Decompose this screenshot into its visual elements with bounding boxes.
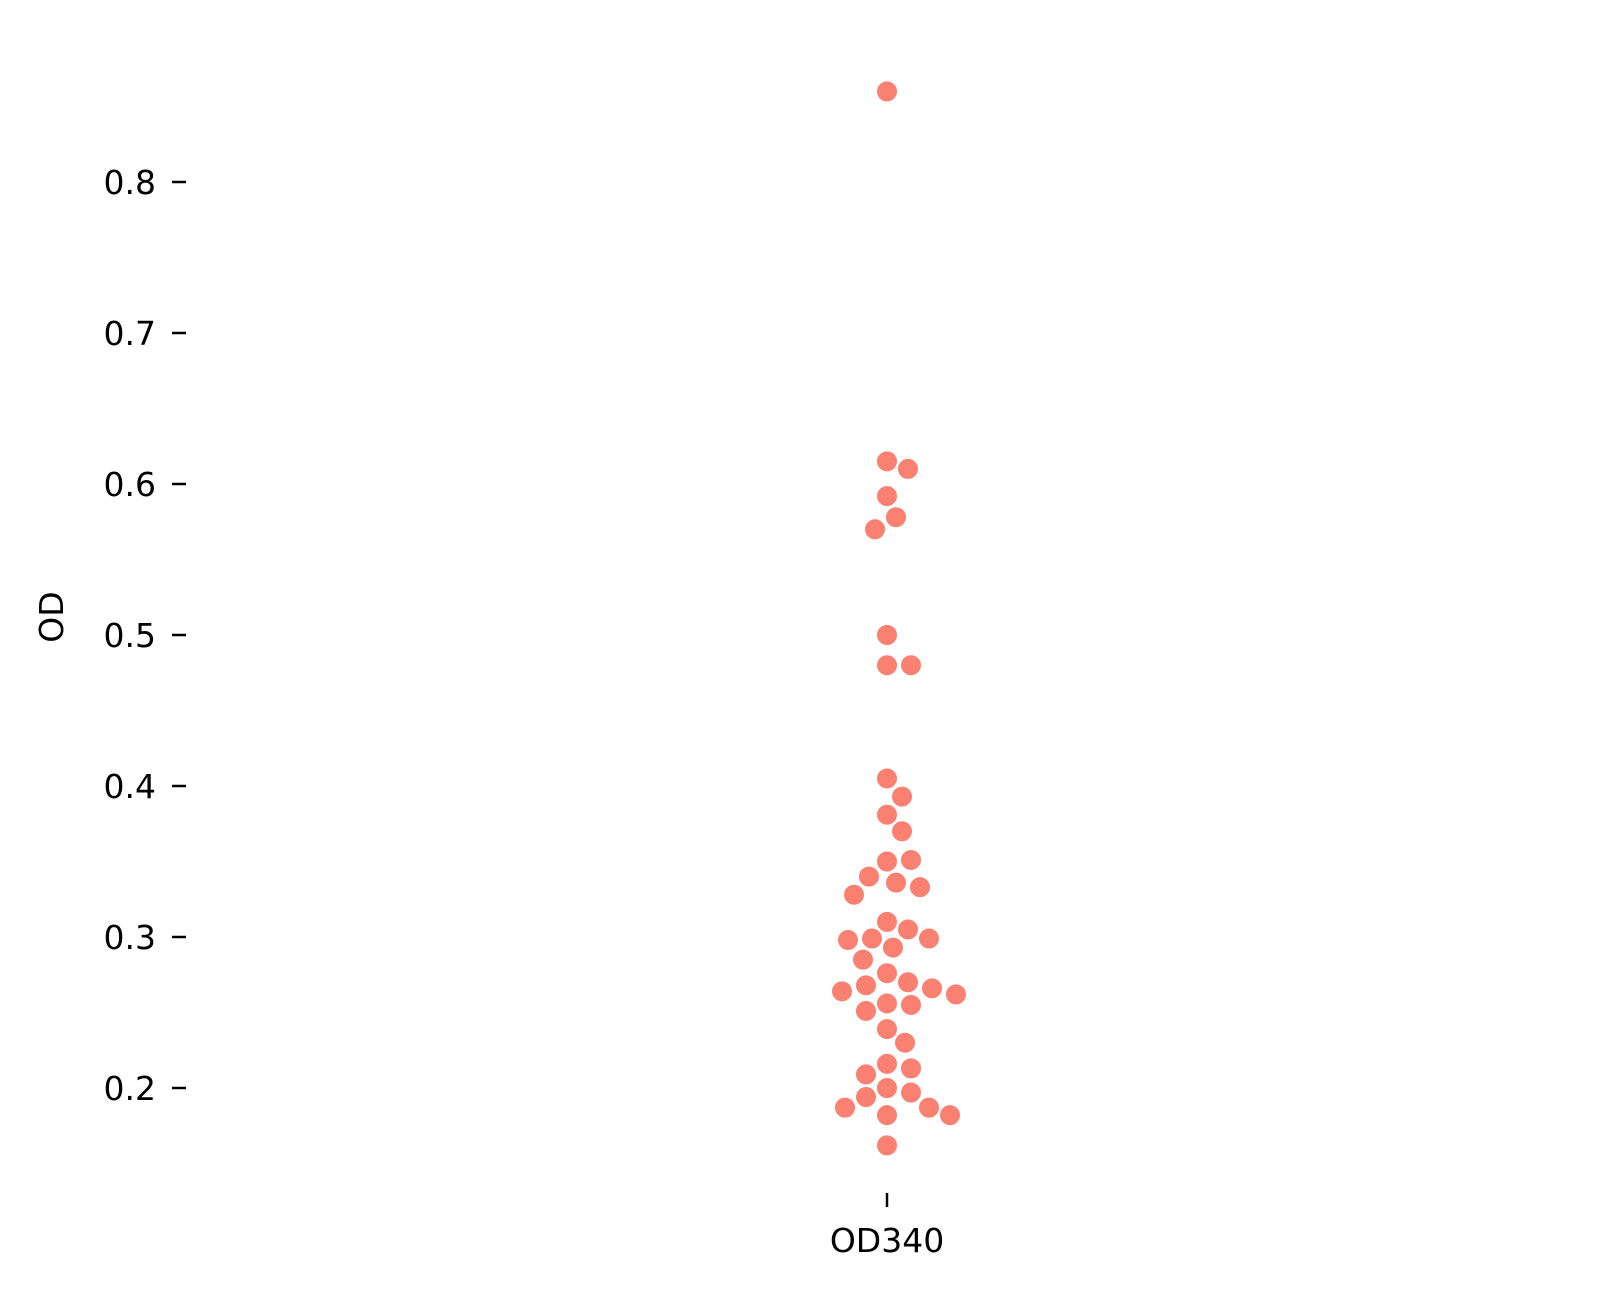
data-point — [876, 654, 898, 677]
data-point — [855, 1063, 877, 1086]
data-point — [876, 485, 898, 508]
data-point — [897, 971, 919, 994]
data-point — [897, 457, 919, 480]
data-point — [831, 980, 853, 1003]
data-point — [939, 1104, 961, 1127]
data-point — [900, 993, 922, 1016]
data-point — [876, 850, 898, 873]
x-tick-label: OD340 — [830, 1221, 944, 1260]
data-point — [834, 1096, 856, 1119]
data-point — [876, 803, 898, 826]
data-point — [891, 820, 913, 843]
data-point — [858, 865, 880, 888]
y-tick-label: 0.8 — [104, 163, 156, 202]
data-point — [918, 927, 940, 950]
y-tick-label: 0.6 — [104, 465, 156, 504]
data-point — [852, 948, 874, 971]
y-tick-label: 0.7 — [104, 314, 156, 353]
data-point — [900, 1081, 922, 1104]
data-point — [876, 450, 898, 473]
data-point — [876, 910, 898, 933]
data-point — [876, 624, 898, 646]
data-point — [900, 654, 922, 677]
data-point — [876, 1077, 898, 1099]
data-point — [843, 883, 865, 906]
data-point — [876, 80, 898, 103]
data-point — [882, 936, 904, 959]
data-point — [921, 977, 943, 1000]
data-point — [876, 1104, 898, 1127]
data-point — [885, 506, 907, 529]
data-point — [918, 1096, 940, 1119]
data-point — [855, 999, 877, 1022]
x-axis: OD340 — [830, 1193, 944, 1260]
data-point — [909, 876, 931, 899]
data-point — [861, 927, 883, 950]
y-axis: 0.2 0.3 0.4 0.5 0.6 0.7 0.8 — [104, 163, 186, 1108]
data-point — [855, 1086, 877, 1109]
y-axis-label: OD — [32, 591, 71, 642]
data-point — [885, 871, 907, 894]
y-tick-label: 0.2 — [104, 1069, 156, 1108]
data-point — [876, 1052, 898, 1075]
data-point — [876, 767, 898, 790]
data-point — [900, 848, 922, 871]
y-tick-label: 0.3 — [104, 918, 156, 957]
data-point — [900, 1057, 922, 1080]
y-tick-label: 0.4 — [104, 767, 156, 806]
data-points — [831, 80, 967, 1157]
data-point — [876, 962, 898, 985]
y-tick-label: 0.5 — [104, 616, 156, 655]
data-point — [945, 983, 967, 1006]
data-point — [876, 992, 898, 1015]
data-point — [891, 785, 913, 808]
data-point — [837, 929, 859, 952]
data-point — [894, 1031, 916, 1054]
data-point — [864, 518, 886, 541]
data-point — [855, 974, 877, 997]
data-point — [876, 1018, 898, 1041]
data-point — [876, 1134, 898, 1157]
data-point — [897, 918, 919, 941]
